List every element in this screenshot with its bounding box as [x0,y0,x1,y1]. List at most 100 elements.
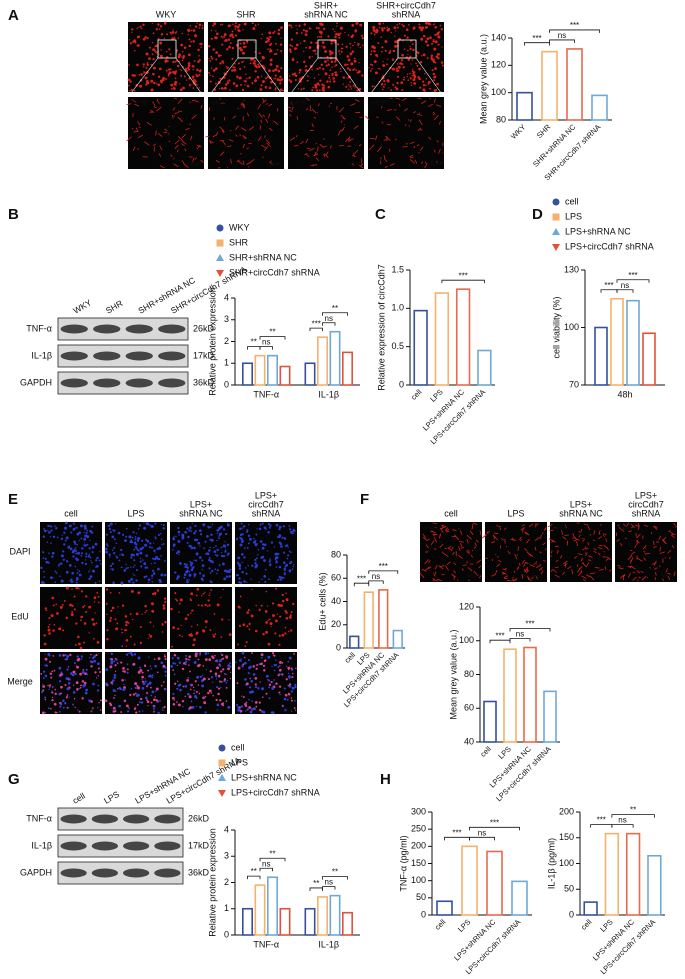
micrograph-speck [238,581,241,584]
micrograph-speck [111,562,114,565]
micrograph-speck [51,696,54,699]
micrograph-fiber [478,575,482,579]
micrograph-speck [44,698,47,701]
micrograph-speck [116,622,119,625]
column-header: LPS+ [255,490,277,500]
micrograph-speck [432,72,436,76]
micrograph-speck [243,556,246,559]
image-label: 50μm [596,573,609,579]
micrograph-speck [59,701,62,704]
micrograph-speck [172,662,175,665]
micrograph-speck [287,672,290,675]
column-header: shRNA NC [179,508,223,518]
image-label: 100μm [186,83,201,89]
micrograph-fiber [313,153,318,157]
micrograph-speck [350,62,354,66]
micrograph-speck [229,665,232,668]
micrograph-speck [153,49,156,51]
micrograph-speck [222,668,225,671]
micrograph-speck [199,545,201,547]
micrograph-speck [80,615,83,619]
image-label: GFAP [488,525,502,531]
micrograph-speck [80,554,83,557]
micrograph-speck [173,673,176,676]
micrograph-speck [268,526,271,529]
micrograph-speck [141,680,144,683]
micrograph-speck [272,31,275,34]
micrograph-speck [381,27,384,30]
significance-bracket [259,336,286,340]
micrograph-speck [262,696,264,698]
legend-label: WKY [229,222,250,232]
micrograph-fiber [535,575,539,580]
micrograph-speck [180,624,182,626]
micrograph-speck [281,599,285,603]
micrograph-speck [275,566,277,568]
micrograph-speck [196,587,200,591]
micrograph-speck [240,705,244,708]
micrograph-speck [429,23,432,26]
micrograph-speck [190,625,193,628]
micrograph-speck [273,53,276,56]
column-header: circCdh7 [248,499,284,509]
micrograph-fiber [577,553,583,555]
micrograph-speck [200,46,202,48]
micrograph-speck [294,78,297,81]
micrograph-speck [70,580,73,583]
micrograph-speck [149,635,153,638]
y-axis-label: Mean grey value (a.u.) [448,629,458,719]
micrograph-speck [172,29,174,31]
micrograph-speck [288,677,291,680]
micrograph-speck [173,37,176,40]
micrograph-speck [243,80,245,82]
micrograph-speck [189,688,192,691]
micrograph-speck [290,629,293,632]
micrograph-speck [210,29,213,32]
micrograph-fiber [236,159,240,163]
micrograph [485,522,547,582]
micrograph-speck [284,571,286,574]
micrograph-speck [73,548,76,551]
micrograph-fiber [539,551,542,554]
micrograph-speck [210,55,213,58]
micrograph-speck [184,660,188,663]
micrograph-speck [133,559,136,562]
blot-strip [57,861,184,885]
micrograph-speck [320,31,323,34]
micrograph-speck [278,660,282,664]
micrograph-speck [143,66,145,68]
bar [604,832,620,916]
micrograph-speck [215,82,217,85]
micrograph-speck [208,567,211,570]
micrograph-fiber [573,539,578,542]
micrograph-speck [193,546,196,550]
micrograph-speck [253,540,256,544]
significance-bracket [469,826,520,831]
micrograph-fiber [174,139,180,145]
blot-band [93,324,121,334]
micrograph-speck [105,533,108,536]
micrograph-speck [97,706,99,709]
micrograph-speck [115,627,119,631]
image-label: 50μm [348,161,361,167]
significance-bracket [590,824,613,828]
micrograph-fiber [665,568,668,573]
micrograph-fiber [534,523,539,528]
micrograph-fiber [618,527,625,532]
micrograph-speck [370,50,373,53]
micrograph-speck [113,673,117,677]
bar [434,292,450,386]
micrograph-speck [374,71,378,75]
micrograph-speck [251,22,254,25]
micrograph-speck [373,85,376,87]
blot-band [158,378,186,388]
micrograph-speck [109,616,112,620]
micrograph-speck [241,651,245,655]
micrograph-speck [240,540,244,544]
micrograph-speck [165,50,168,53]
size-label: 17kD [188,840,210,850]
micrograph-fiber [340,120,343,123]
micrograph-speck [243,22,247,26]
micrograph-fiber [667,572,671,575]
micrograph-speck [323,27,326,31]
